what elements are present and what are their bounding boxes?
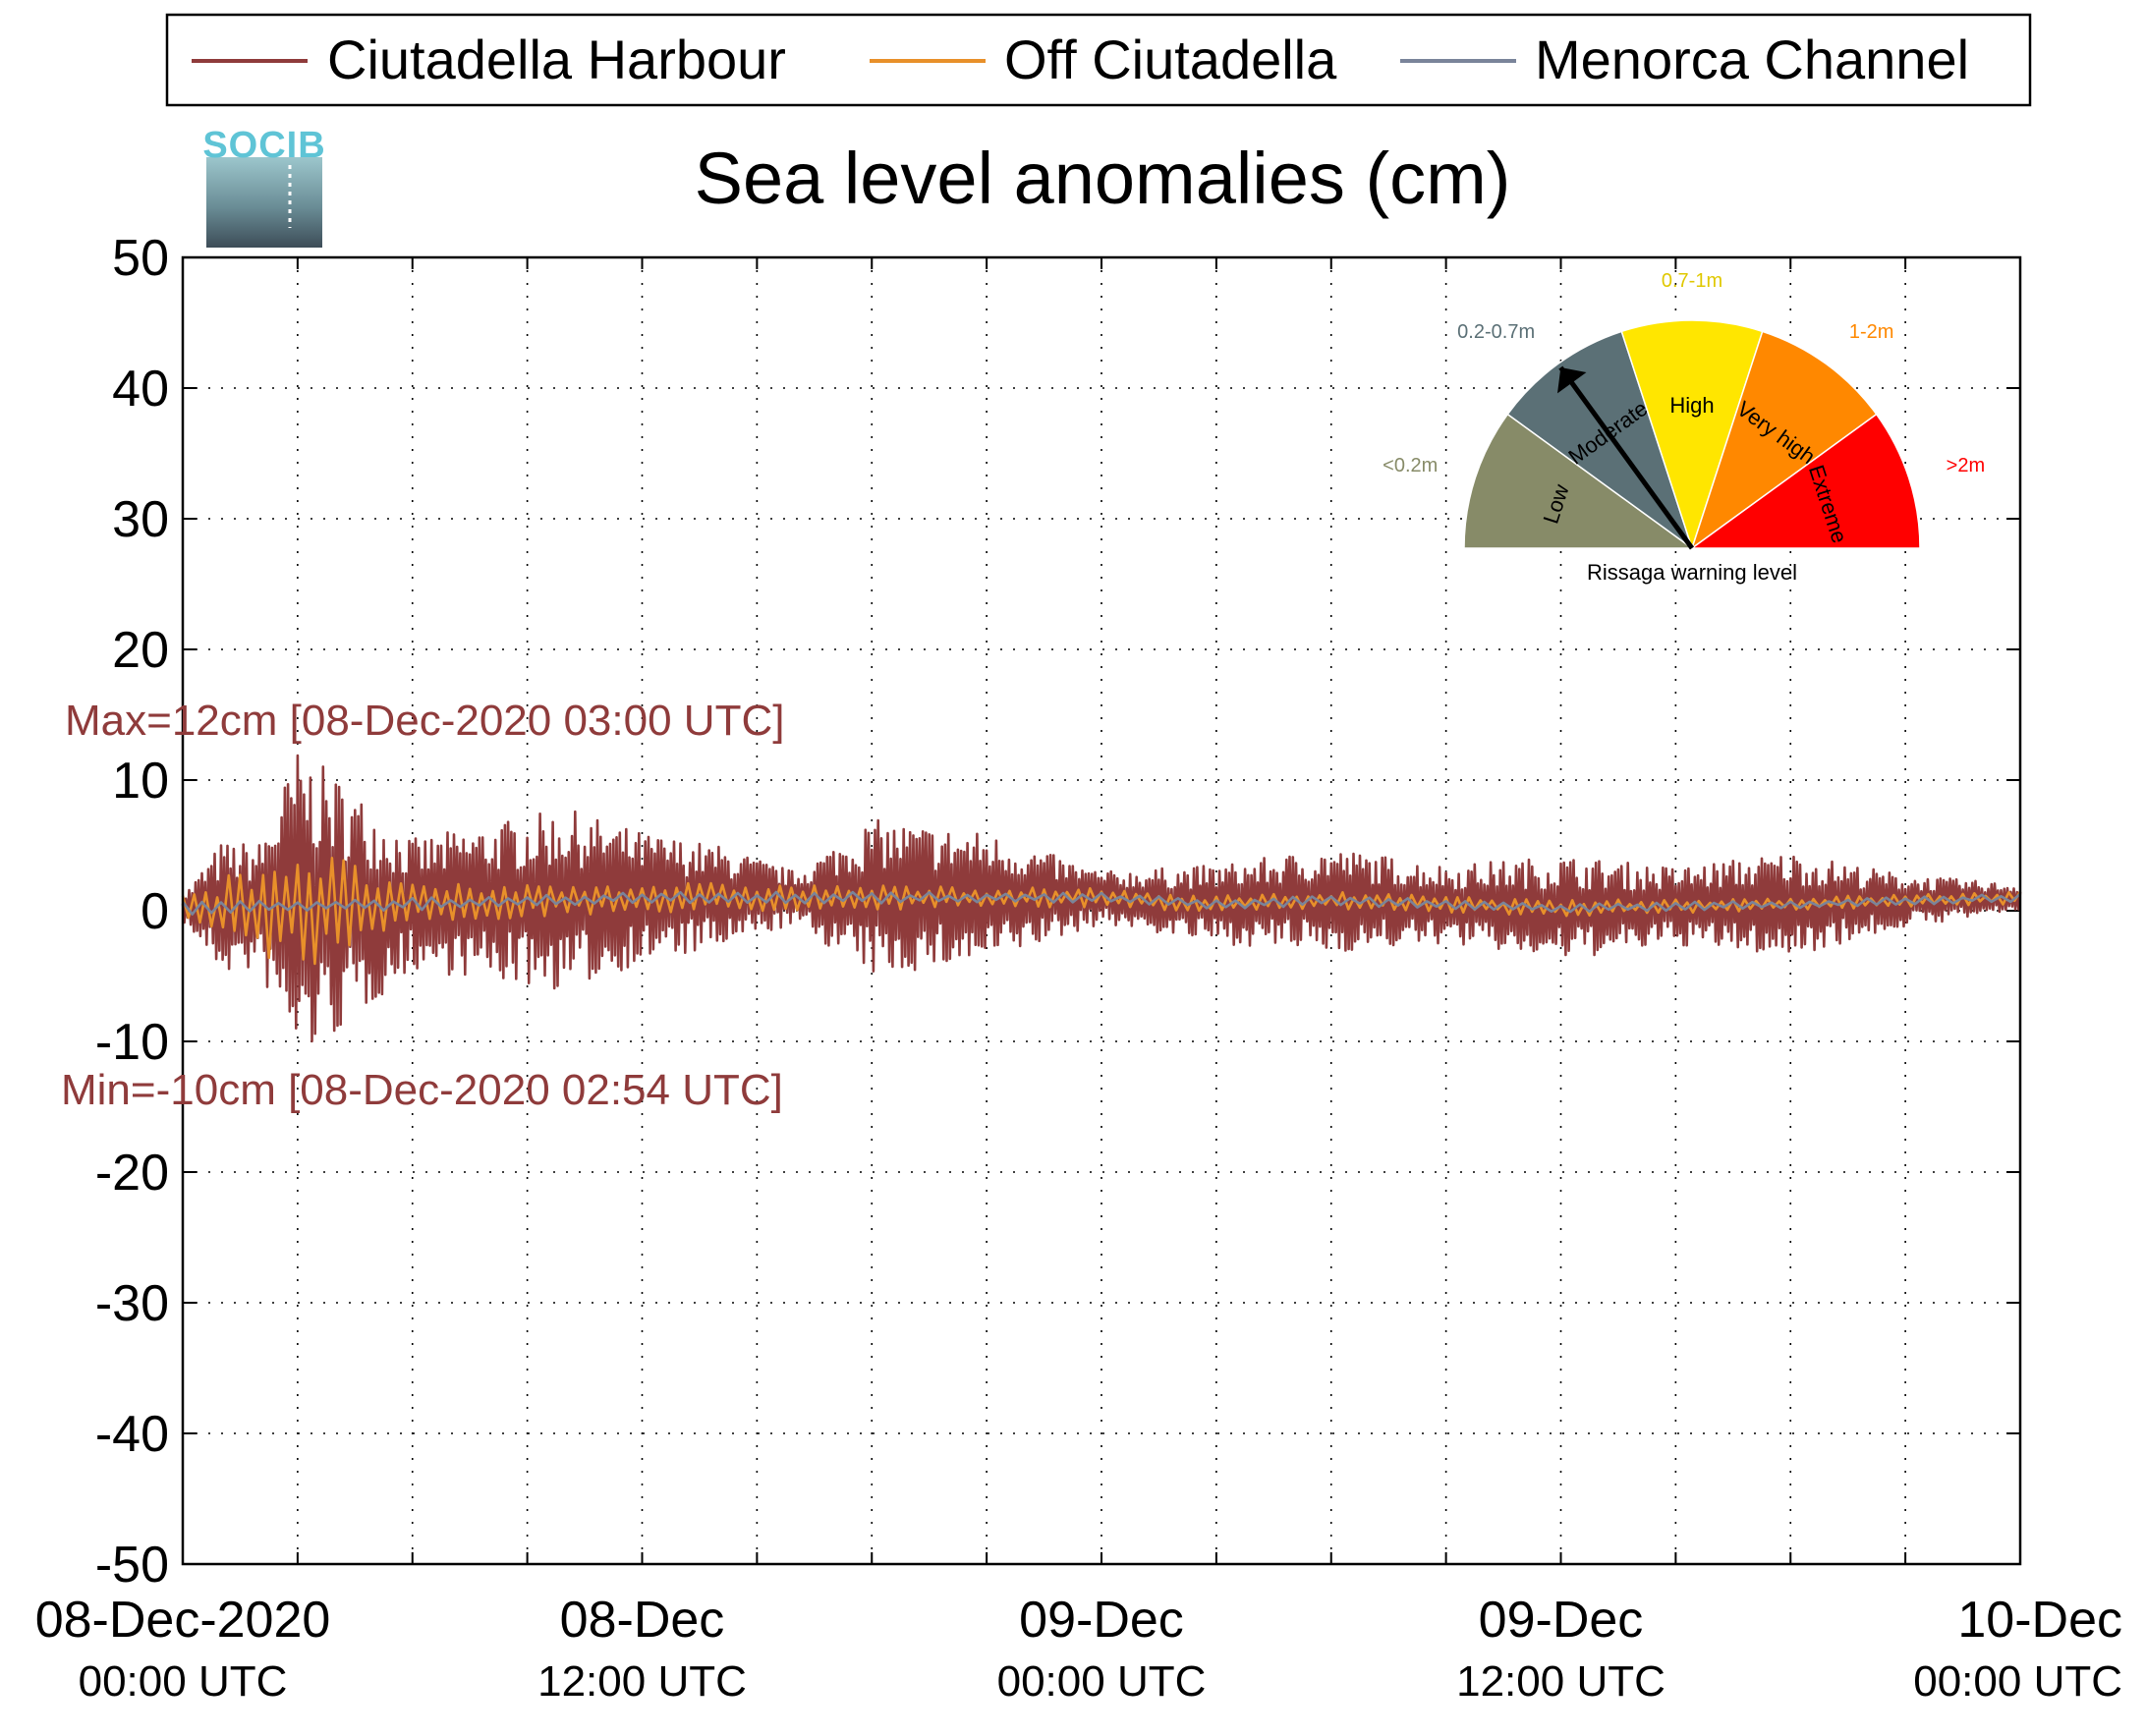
y-tick-label: 40 — [112, 361, 169, 418]
gauge-sector — [1463, 413, 1695, 549]
y-tick-label: 10 — [112, 753, 169, 810]
gauge-sector — [1506, 330, 1694, 550]
gauge-range-label: 0.7-1m — [1662, 270, 1722, 292]
socib-logo: SOCIB — [202, 125, 325, 248]
gauge-range-label: <0.2m — [1383, 455, 1438, 476]
x-tick-label: 08-Dec-2020 — [35, 1592, 331, 1649]
x-tick-sublabel: 00:00 UTC — [997, 1657, 1207, 1706]
gauge-sector — [1690, 330, 1878, 550]
x-tick-sublabel: 12:00 UTC — [1456, 1657, 1665, 1706]
x-tick-label: 09-Dec — [1019, 1592, 1184, 1649]
gauge-needle — [1558, 365, 1695, 550]
chart-title: Sea level anomalies (cm) — [695, 138, 1511, 219]
y-tick-label: -30 — [95, 1275, 169, 1332]
x-axis: 08-Dec-2020 00:00 UTC 08-Dec 12:00 UTC 09-De… — [35, 1592, 2122, 1706]
y-tick-label: 50 — [112, 230, 169, 287]
series-line — [181, 890, 2021, 916]
gauge-sector — [1620, 319, 1764, 551]
x-tick-label: 10-Dec — [1957, 1592, 2122, 1649]
gauge-range-label: >2m — [1947, 455, 1985, 476]
y-tick-label: 0 — [141, 883, 169, 940]
x-tick-label: 08-Dec — [560, 1592, 725, 1649]
x-tick-sublabel: 12:00 UTC — [537, 1657, 747, 1706]
min-annotation: Min=-10cm [08-Dec-2020 02:54 UTC] — [61, 1066, 783, 1114]
y-tick-label: 30 — [112, 491, 169, 548]
legend-label: Ciutadella Harbour — [327, 28, 786, 90]
x-tick-sublabel: 00:00 UTC — [1913, 1657, 2122, 1706]
y-tick-label: -40 — [95, 1406, 169, 1463]
gauge-range-label: 0.2-0.7m — [1457, 321, 1535, 343]
gauge-range-label: 1-2m — [1849, 321, 1894, 343]
y-tick-label: -20 — [95, 1145, 169, 1202]
legend-label: Menorca Channel — [1535, 28, 1969, 90]
plot-frame — [181, 255, 2022, 1566]
max-annotation: Max=12cm [08-Dec-2020 03:00 UTC] — [65, 697, 784, 745]
gauge-sector-label: High — [1669, 393, 1714, 418]
gauge-needle-head — [1557, 367, 1587, 394]
x-tick-sublabel: 00:00 UTC — [79, 1657, 288, 1706]
y-tick-label: -50 — [95, 1537, 169, 1594]
logo-text: SOCIB — [202, 125, 325, 166]
x-tick-label: 09-Dec — [1479, 1592, 1644, 1649]
y-axis: -50 -40 -30 -20 -10 0 10 20 30 40 50 — [95, 230, 2020, 1594]
legend: Ciutadella Harbour Off Ciutadella Menorca … — [165, 13, 2032, 107]
series-line — [181, 754, 2022, 1043]
legend-box — [165, 13, 2032, 107]
gauge-sector — [1689, 413, 1921, 549]
series-layer — [181, 754, 2022, 1043]
legend-label: Off Ciutadella — [1004, 28, 1337, 90]
gauge-caption: Rissaga warning level — [1587, 560, 1797, 585]
y-tick-label: -10 — [95, 1014, 169, 1071]
y-tick-label: 20 — [112, 622, 169, 679]
